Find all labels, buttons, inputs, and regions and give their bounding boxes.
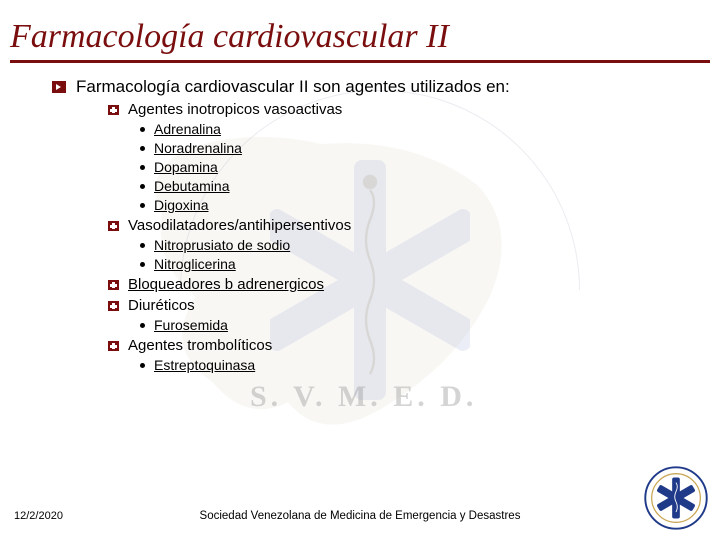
section-inotropicos: Agentes inotropicos vasoactivas — [108, 101, 720, 118]
list-item: Furosemida — [140, 317, 720, 333]
intro-text: Farmacología cardiovascular II son agent… — [76, 77, 510, 97]
list-item: Adrenalina — [140, 121, 720, 137]
section-label: Vasodilatadores/antihipersentivos — [128, 217, 351, 234]
section-bloqueadores: Bloqueadores b adrenergicos — [108, 276, 720, 293]
dot-bullet-icon — [140, 262, 145, 267]
plus-bullet-icon — [108, 341, 119, 351]
list-item: Debutamina — [140, 178, 720, 194]
section-tromboliticos: Agentes trombolíticos — [108, 337, 720, 354]
arrow-bullet-icon — [52, 81, 66, 93]
bg-watermark-text: S. V. M. E. D. — [250, 380, 477, 414]
dot-bullet-icon — [140, 184, 145, 189]
link-furosemida[interactable]: Furosemida — [154, 317, 228, 333]
plus-bullet-icon — [108, 105, 119, 115]
section-label: Agentes trombolíticos — [128, 337, 272, 354]
plus-bullet-icon — [108, 301, 119, 311]
section-diureticos: Diuréticos — [108, 297, 720, 314]
svmed-logo-icon — [644, 466, 708, 530]
footer-org: Sociedad Venezolana de Medicina de Emerg… — [0, 510, 720, 522]
link-nitroprusiato[interactable]: Nitroprusiato de sodio — [154, 237, 290, 253]
link-debutamina[interactable]: Debutamina — [154, 178, 230, 194]
list-item: Noradrenalina — [140, 140, 720, 156]
section-vasodilatadores: Vasodilatadores/antihipersentivos — [108, 217, 720, 234]
list-item: Dopamina — [140, 159, 720, 175]
list-item: Estreptoquinasa — [140, 357, 720, 373]
dot-bullet-icon — [140, 203, 145, 208]
dot-bullet-icon — [140, 146, 145, 151]
dot-bullet-icon — [140, 243, 145, 248]
list-item: Nitroglicerina — [140, 256, 720, 272]
dot-bullet-icon — [140, 323, 145, 328]
plus-bullet-icon — [108, 280, 119, 290]
section-label: Diuréticos — [128, 297, 195, 314]
title-rule — [10, 60, 710, 63]
list-item: Nitroprusiato de sodio — [140, 237, 720, 253]
link-noradrenalina[interactable]: Noradrenalina — [154, 140, 242, 156]
page-title: Farmacología cardiovascular II — [0, 0, 720, 60]
link-bloqueadores[interactable]: Bloqueadores b adrenergicos — [128, 276, 324, 293]
dot-bullet-icon — [140, 363, 145, 368]
dot-bullet-icon — [140, 165, 145, 170]
link-adrenalina[interactable]: Adrenalina — [154, 121, 221, 137]
link-nitroglicerina[interactable]: Nitroglicerina — [154, 256, 236, 272]
intro-line: Farmacología cardiovascular II son agent… — [52, 77, 720, 97]
link-estreptoquinasa[interactable]: Estreptoquinasa — [154, 357, 255, 373]
link-dopamina[interactable]: Dopamina — [154, 159, 218, 175]
plus-bullet-icon — [108, 221, 119, 231]
section-label: Agentes inotropicos vasoactivas — [128, 101, 342, 118]
link-digoxina[interactable]: Digoxina — [154, 197, 208, 213]
list-item: Digoxina — [140, 197, 720, 213]
dot-bullet-icon — [140, 127, 145, 132]
